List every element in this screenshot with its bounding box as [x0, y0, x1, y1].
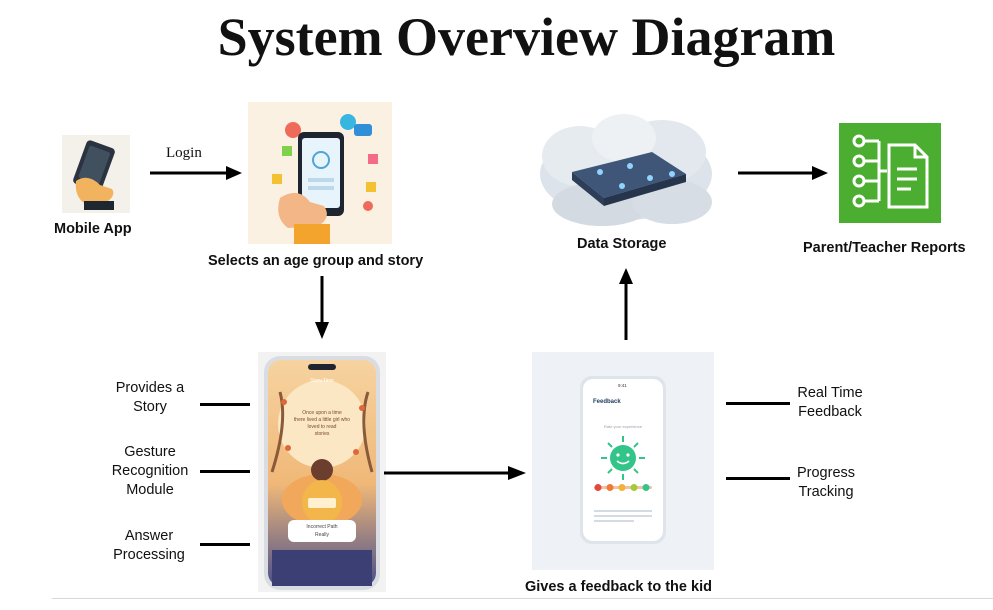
answer-card[interactable]: Incorrect Path Really	[288, 520, 356, 542]
story-phone-mockup: Story Time Once upon a time there lived …	[258, 352, 386, 592]
gesture-recognition-connector	[200, 470, 250, 473]
story-header: Story Time	[310, 378, 334, 384]
story-line: Once upon a time	[302, 410, 342, 416]
up-arrow	[619, 268, 633, 340]
story-to-feedback-arrow	[384, 466, 526, 480]
feedback-phone-mockup: 9:41 Feedback Rate your experience	[532, 352, 714, 570]
story-line: there lived a little girl who	[293, 417, 351, 423]
answer-processing-label: Answer Processing	[113, 528, 185, 563]
feedback-prompt: Rate your experience	[603, 424, 643, 429]
real-time-feedback-connector	[726, 402, 790, 405]
mobile-app-icon	[62, 135, 130, 213]
data-storage-label: Data Storage	[577, 236, 667, 252]
login-label: Login	[166, 145, 202, 161]
bottom-divider	[52, 598, 993, 599]
provides-story-connector	[200, 403, 250, 406]
feedback-time: 9:41	[618, 383, 627, 388]
reports-icon	[839, 123, 941, 223]
data-storage-cloud	[540, 114, 712, 226]
story-text: Once upon a time there lived a little gi…	[286, 410, 358, 438]
real-time-feedback-label: Real Time Feedback	[797, 385, 863, 420]
down-arrow	[315, 276, 329, 339]
mobile-app-label: Mobile App	[54, 221, 132, 237]
answer-line: Incorrect Path	[306, 524, 338, 530]
answer-line: Really	[315, 532, 329, 538]
feedback-title: Feedback	[593, 399, 621, 405]
story-line: loved to read	[307, 424, 337, 430]
select-label: Selects an age group and story	[208, 253, 424, 269]
provides-story-label: Provides a Story	[115, 380, 185, 415]
answer-processing-connector	[200, 543, 250, 546]
diagram-title: System Overview Diagram	[217, 7, 836, 67]
reports-arrow	[738, 166, 828, 180]
story-line: stories	[314, 431, 330, 437]
login-arrow	[150, 166, 242, 180]
reports-label: Parent/Teacher Reports	[803, 240, 966, 256]
progress-tracking-connector	[726, 477, 790, 480]
gesture-recognition-label: Gesture Recognition Module	[111, 444, 189, 498]
feedback-label: Gives a feedback to the kid	[525, 579, 712, 595]
progress-tracking-label: Progress Tracking	[796, 465, 856, 500]
phone-hand-illustration	[248, 102, 392, 244]
